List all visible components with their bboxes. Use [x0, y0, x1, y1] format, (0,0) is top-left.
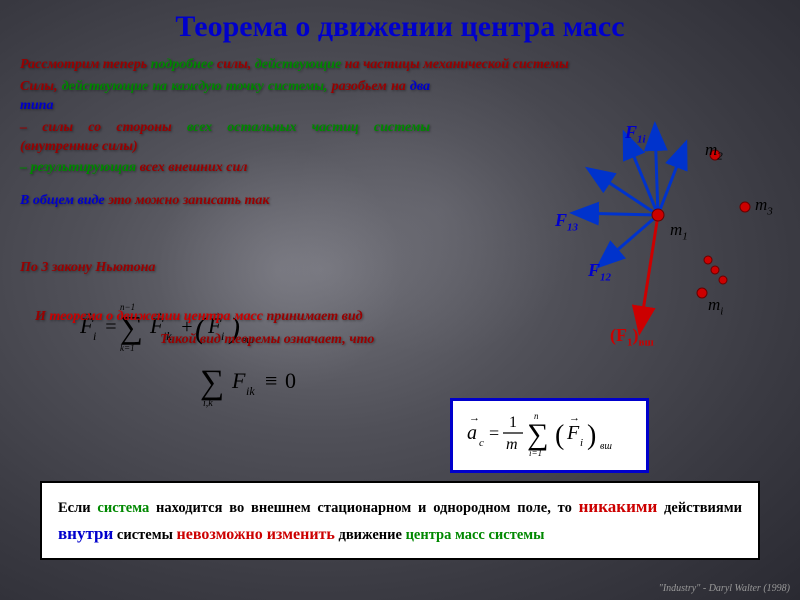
svg-text:a: a [467, 422, 477, 444]
svg-text:F: F [566, 422, 580, 444]
svg-text:∑: ∑ [527, 418, 548, 451]
svg-text:1: 1 [509, 414, 517, 431]
para1: Рассмотрим теперь подробнее силы, действ… [20, 56, 780, 75]
svg-text:вш: вш [600, 441, 612, 452]
svg-text:i=1: i=1 [529, 448, 542, 457]
para6: По 3 закону Ньютона [20, 259, 780, 278]
svg-text:n: n [534, 411, 539, 421]
svg-text:(: ( [555, 420, 564, 451]
para4: – результирующая всех внешних сил [20, 159, 430, 178]
svg-text:≡: ≡ [265, 368, 277, 393]
para8: Такой вид теоремы означает, что [160, 331, 780, 350]
svg-text:0: 0 [285, 368, 296, 393]
svg-text:i: i [580, 437, 583, 449]
formula-theorem-box: → ac = 1 m ∑i=1n ( → Fi ) вш [450, 398, 649, 473]
para5: В общем виде это можно записать так [20, 192, 780, 211]
svg-text:∑: ∑ [200, 364, 224, 401]
para3: – силы со стороны всех остальных частиц … [20, 119, 430, 157]
svg-text:ik: ik [246, 384, 255, 398]
svg-text:F: F [231, 368, 246, 393]
para7: И теорема о движении центра масс принима… [35, 308, 780, 327]
formula-newton3: ∑i,k Fik ≡ 0 [200, 358, 330, 414]
svg-text:m: m [506, 436, 518, 453]
svg-text:): ) [587, 420, 596, 451]
svg-text:=: = [489, 423, 499, 443]
svg-text:c: c [479, 437, 484, 449]
credit: "Industry" - Daryl Walter (1998) [659, 583, 790, 594]
page-title: Теорема о движении центра масс [20, 10, 780, 44]
svg-text:i,k: i,k [203, 398, 213, 408]
para2: Силы, действующие на каждую точку систем… [20, 78, 430, 116]
conclusion-box: Если система находится во внешнем стацио… [40, 481, 760, 560]
